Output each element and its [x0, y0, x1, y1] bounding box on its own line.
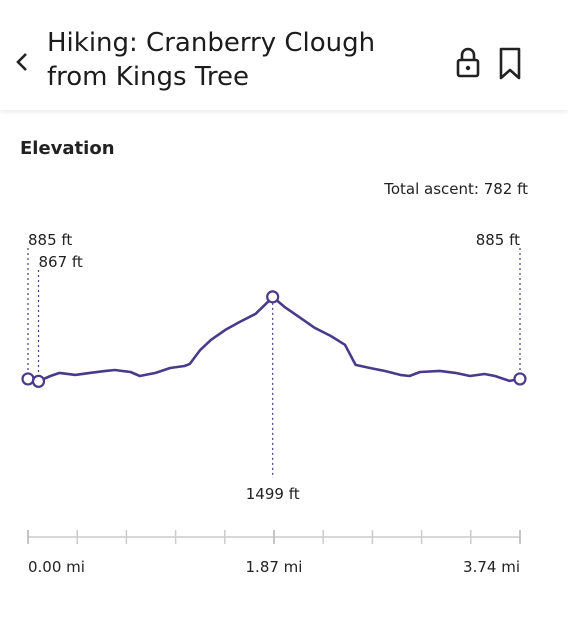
- title: Hiking: Cranberry Clough from Kings Tree: [47, 28, 376, 92]
- back-icon: [16, 53, 27, 71]
- annotation-marker: [21, 372, 35, 386]
- annotation-label: 1499 ft: [246, 485, 300, 503]
- elevation-line: [27, 295, 521, 383]
- bookmark-button[interactable]: [496, 46, 526, 82]
- x-tick-label: 3.74 mi: [463, 558, 520, 576]
- bookmark-icon: [499, 47, 521, 80]
- lock-button[interactable]: [452, 44, 484, 80]
- annotation-label: 885 ft: [476, 231, 520, 249]
- annotation-marker: [513, 372, 527, 386]
- elevation-chart: Elevation Total ascent: 782 ft 0.00 mi 1.…: [20, 138, 528, 576]
- annotation-label: 885 ft: [28, 231, 72, 249]
- x-tick-label: 0.00 mi: [28, 558, 85, 576]
- annotation-marker: [31, 374, 46, 388]
- header: Hiking: Cranberry Clough from Kings Tree: [0, 0, 568, 110]
- x-tick-label: 1.87 mi: [246, 558, 303, 576]
- total-ascent: Total ascent: 782 ft: [383, 180, 528, 198]
- lock-icon: [456, 47, 480, 78]
- annotation-marker: [266, 290, 280, 304]
- back-button[interactable]: [12, 50, 32, 74]
- section-title: Elevation: [20, 138, 115, 159]
- annotation-label: 867 ft: [39, 253, 83, 271]
